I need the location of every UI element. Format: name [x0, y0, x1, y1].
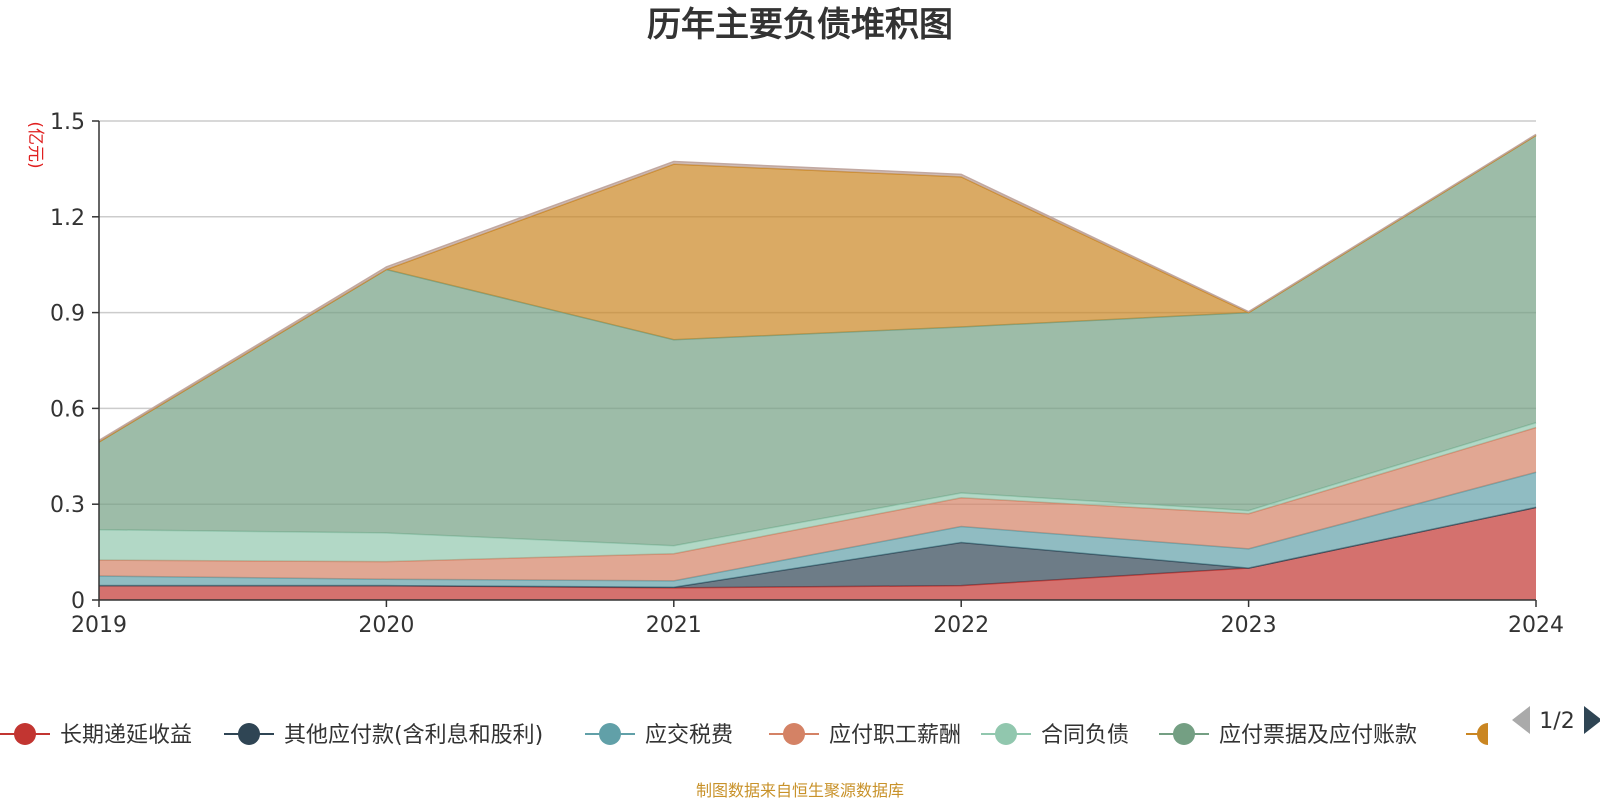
- legend-marker-0: [14, 723, 36, 745]
- data-source-note: 制图数据来自恒生聚源数据库: [696, 781, 904, 800]
- legend-item-2[interactable]: 应交税费: [585, 723, 733, 748]
- legend-label-2: 应交税费: [645, 723, 733, 748]
- y-tick-label-1: 0.3: [50, 493, 85, 518]
- legend-label-0: 长期递延收益: [60, 723, 192, 748]
- legend-label-1: 其他应付款(含利息和股利): [284, 723, 543, 748]
- legend-marker-3: [783, 723, 805, 745]
- axes: 0 0.3 0.6 0.9 1.2 1.5 2019 2020 2021 2022 2023 2024: [50, 110, 1564, 638]
- y-tick-label-4: 1.2: [50, 206, 85, 231]
- chart-title: 历年主要负债堆积图: [647, 5, 953, 45]
- area-series-6: [99, 135, 1536, 442]
- legend-item-1[interactable]: 其他应付款(含利息和股利): [224, 723, 543, 748]
- line-series-7: [98, 133, 1537, 441]
- legend-marker-partial: [1477, 723, 1488, 745]
- area-series-1: [99, 507, 1536, 588]
- legend-label-3: 应付职工薪酬: [829, 723, 961, 748]
- legend-item-5[interactable]: 应付票据及应付账款: [1159, 723, 1417, 748]
- legend-item-4[interactable]: 合同负债: [981, 723, 1129, 748]
- legend-marker-2: [599, 723, 621, 745]
- legend-label-4: 合同负债: [1041, 723, 1129, 748]
- legend-label-5: 应付票据及应付账款: [1219, 723, 1417, 748]
- area-series-3: [99, 427, 1536, 581]
- legend-marker-5: [1173, 723, 1195, 745]
- legend: 长期递延收益 其他应付款(含利息和股利) 应交税费 应付职工薪酬 合同负债 应付票据及应付…: [0, 723, 1488, 748]
- y-tick-label-5: 1.5: [50, 110, 85, 135]
- x-tick-label-5: 2024: [1508, 613, 1564, 638]
- area-series-4: [99, 422, 1536, 562]
- area-series-5: [99, 135, 1536, 546]
- legend-prev-page-icon[interactable]: [1512, 706, 1530, 734]
- y-axis-unit-label: (亿元): [25, 121, 45, 168]
- legend-pager: 1/2: [1512, 706, 1600, 734]
- legend-next-page-icon[interactable]: [1584, 706, 1600, 734]
- area-series-2: [99, 472, 1536, 588]
- legend-item-3[interactable]: 应付职工薪酬: [769, 723, 961, 748]
- y-tick-label-0: 0: [71, 589, 85, 614]
- x-tick-label-4: 2023: [1221, 613, 1277, 638]
- legend-item-0[interactable]: 长期递延收益: [0, 723, 192, 748]
- y-tick-label-3: 0.9: [50, 302, 85, 327]
- x-tick-label-0: 2019: [71, 613, 127, 638]
- x-tick-label-1: 2020: [358, 613, 414, 638]
- legend-marker-1: [238, 723, 260, 745]
- x-tick-label-3: 2022: [933, 613, 989, 638]
- legend-page-indicator: 1/2: [1539, 709, 1574, 734]
- x-tick-label-2: 2021: [646, 613, 702, 638]
- stacked-areas: [98, 133, 1537, 600]
- legend-marker-4: [995, 723, 1017, 745]
- area-series-0: [99, 507, 1536, 600]
- y-tick-label-2: 0.6: [50, 397, 85, 422]
